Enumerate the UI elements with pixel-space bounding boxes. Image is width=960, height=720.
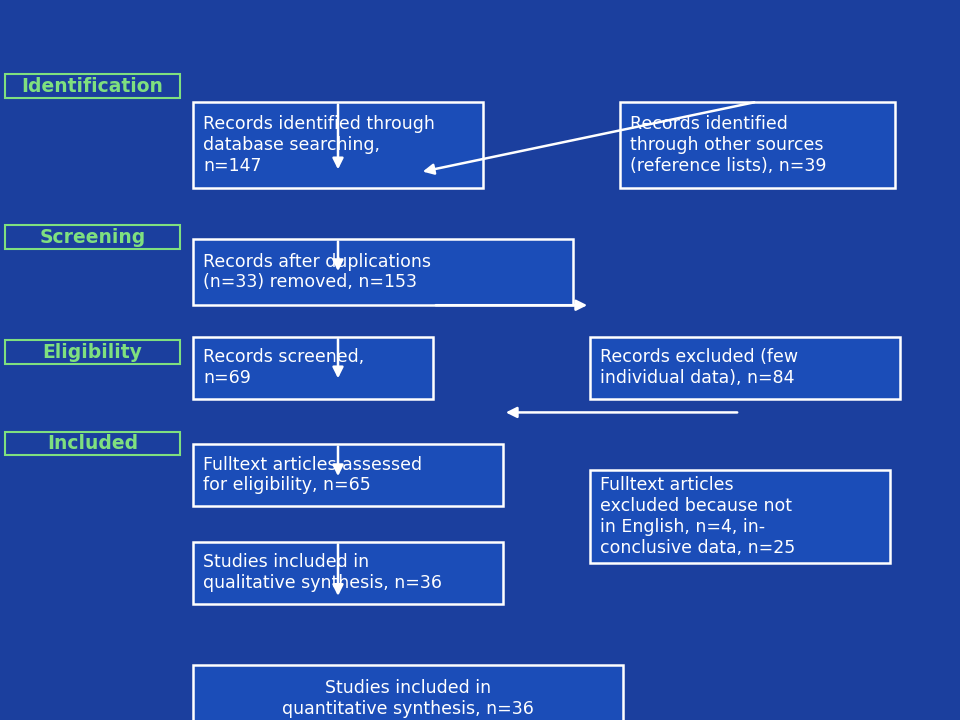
- Text: Screening: Screening: [39, 228, 146, 247]
- Text: Records identified through
database searching,
n=147: Records identified through database sear…: [203, 115, 435, 174]
- Text: Records screened,
n=69: Records screened, n=69: [203, 348, 364, 387]
- FancyBboxPatch shape: [193, 102, 483, 188]
- FancyBboxPatch shape: [620, 102, 895, 188]
- FancyBboxPatch shape: [193, 444, 503, 506]
- FancyBboxPatch shape: [193, 239, 573, 305]
- FancyBboxPatch shape: [590, 336, 900, 399]
- Text: Records after duplications
(n=33) removed, n=153: Records after duplications (n=33) remove…: [203, 253, 431, 292]
- FancyBboxPatch shape: [5, 225, 180, 249]
- FancyBboxPatch shape: [5, 432, 180, 456]
- Text: Records excluded (few
individual data), n=84: Records excluded (few individual data), …: [600, 348, 798, 387]
- Text: Fulltext articles assessed
for eligibility, n=65: Fulltext articles assessed for eligibili…: [203, 456, 422, 495]
- Text: Studies included in
qualitative synthesis, n=36: Studies included in qualitative synthesi…: [203, 554, 442, 593]
- FancyBboxPatch shape: [193, 336, 433, 399]
- FancyBboxPatch shape: [590, 469, 890, 564]
- FancyBboxPatch shape: [5, 341, 180, 364]
- Text: Records identified
through other sources
(reference lists), n=39: Records identified through other sources…: [630, 115, 827, 174]
- Text: Identification: Identification: [21, 76, 163, 96]
- Text: Fulltext articles
excluded because not
in English, n=4, in-
conclusive data, n=2: Fulltext articles excluded because not i…: [600, 477, 795, 557]
- FancyBboxPatch shape: [193, 665, 623, 720]
- Text: Included: Included: [47, 434, 138, 453]
- Text: Studies included in
quantitative synthesis, n=36: Studies included in quantitative synthes…: [282, 679, 534, 718]
- FancyBboxPatch shape: [5, 74, 180, 98]
- FancyBboxPatch shape: [193, 541, 503, 604]
- Text: Eligibility: Eligibility: [42, 343, 142, 361]
